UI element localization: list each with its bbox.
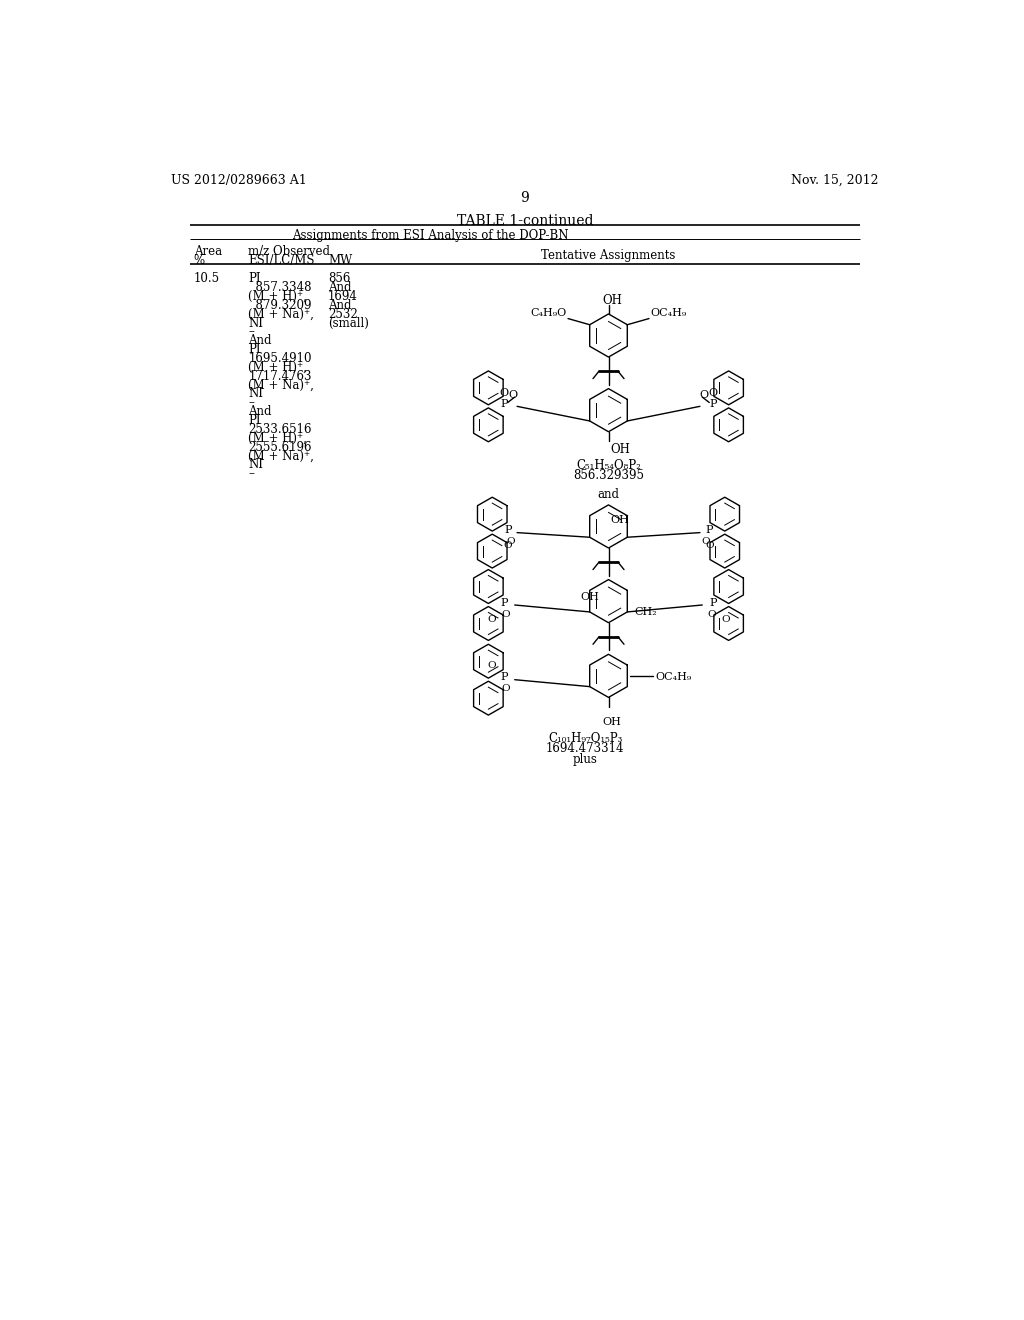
Text: O: O bbox=[507, 537, 515, 546]
Text: OC₄H₉: OC₄H₉ bbox=[655, 672, 691, 682]
Text: MW: MW bbox=[328, 253, 352, 267]
Text: 9: 9 bbox=[520, 191, 529, 205]
Text: C₄H₉O: C₄H₉O bbox=[530, 308, 566, 318]
Text: (M + Na)⁺,: (M + Na)⁺, bbox=[248, 379, 314, 392]
Text: P: P bbox=[500, 399, 508, 409]
Text: And: And bbox=[248, 405, 271, 418]
Text: OH: OH bbox=[581, 591, 599, 602]
Text: CH₂: CH₂ bbox=[634, 607, 656, 618]
Text: 1717.4763: 1717.4763 bbox=[248, 370, 311, 383]
Text: PI: PI bbox=[248, 272, 261, 285]
Text: Assignments from ESI Analysis of the DOP-BN: Assignments from ESI Analysis of the DOP… bbox=[292, 230, 568, 243]
Text: (M + H)⁺,: (M + H)⁺, bbox=[248, 290, 307, 304]
Text: 856.329395: 856.329395 bbox=[573, 469, 644, 482]
Text: O: O bbox=[721, 615, 730, 624]
Text: 2532: 2532 bbox=[328, 308, 357, 321]
Text: O: O bbox=[487, 615, 496, 624]
Text: P: P bbox=[710, 399, 717, 409]
Text: –: – bbox=[248, 396, 254, 409]
Text: O: O bbox=[501, 610, 510, 619]
Text: O: O bbox=[709, 388, 718, 399]
Text: (M + H)⁺,: (M + H)⁺, bbox=[248, 360, 307, 374]
Text: NI: NI bbox=[248, 317, 263, 330]
Text: 1694.473314: 1694.473314 bbox=[546, 742, 625, 755]
Text: O: O bbox=[509, 389, 518, 400]
Text: P: P bbox=[500, 598, 508, 607]
Text: O: O bbox=[500, 388, 509, 399]
Text: 10.5: 10.5 bbox=[194, 272, 220, 285]
Text: OH: OH bbox=[602, 294, 623, 308]
Text: O: O bbox=[501, 685, 510, 693]
Text: plus: plus bbox=[572, 752, 598, 766]
Text: NI: NI bbox=[248, 458, 263, 471]
Text: And: And bbox=[328, 298, 351, 312]
Text: O: O bbox=[708, 610, 716, 619]
Text: 879.3209: 879.3209 bbox=[248, 298, 311, 312]
Text: 1695.4910: 1695.4910 bbox=[248, 352, 311, 366]
Text: PI: PI bbox=[248, 343, 261, 356]
Text: (small): (small) bbox=[328, 317, 369, 330]
Text: Nov. 15, 2012: Nov. 15, 2012 bbox=[792, 174, 879, 187]
Text: And: And bbox=[328, 281, 351, 294]
Text: m/z Observed: m/z Observed bbox=[248, 244, 330, 257]
Text: 857.3348: 857.3348 bbox=[248, 281, 311, 294]
Text: and: and bbox=[597, 488, 620, 502]
Text: P: P bbox=[500, 672, 508, 682]
Text: –: – bbox=[248, 326, 254, 338]
Text: O: O bbox=[701, 537, 711, 546]
Text: P: P bbox=[710, 598, 717, 607]
Text: Tentative Assignments: Tentative Assignments bbox=[542, 249, 676, 263]
Text: C₁₀₁H₉₇O₁₅P₃: C₁₀₁H₉₇O₁₅P₃ bbox=[548, 733, 623, 744]
Text: –: – bbox=[248, 467, 254, 480]
Text: 2555.6196: 2555.6196 bbox=[248, 441, 311, 454]
Text: Area: Area bbox=[194, 244, 222, 257]
Text: ESI/LC/MS: ESI/LC/MS bbox=[248, 253, 314, 267]
Text: 856: 856 bbox=[328, 272, 350, 285]
Text: PI: PI bbox=[248, 414, 261, 428]
Text: TABLE 1-continued: TABLE 1-continued bbox=[457, 214, 593, 228]
Text: NI: NI bbox=[248, 388, 263, 400]
Text: %: % bbox=[194, 253, 205, 267]
Text: O: O bbox=[705, 541, 714, 550]
Text: 2533.6516: 2533.6516 bbox=[248, 422, 311, 436]
Text: And: And bbox=[248, 334, 271, 347]
Text: P: P bbox=[706, 525, 713, 536]
Text: OH: OH bbox=[611, 515, 630, 525]
Text: (M + Na)⁺,: (M + Na)⁺, bbox=[248, 449, 314, 462]
Text: O: O bbox=[699, 389, 709, 400]
Text: OC₄H₉: OC₄H₉ bbox=[650, 308, 687, 318]
Text: 1694: 1694 bbox=[328, 290, 357, 304]
Text: OH: OH bbox=[611, 442, 631, 455]
Text: (M + H)⁺,: (M + H)⁺, bbox=[248, 432, 307, 445]
Text: O: O bbox=[487, 660, 496, 669]
Text: (M + Na)⁺,: (M + Na)⁺, bbox=[248, 308, 314, 321]
Text: C₅₁H₅₄O₈P₂: C₅₁H₅₄O₈P₂ bbox=[577, 459, 641, 471]
Text: OH: OH bbox=[602, 718, 622, 727]
Text: US 2012/0289663 A1: US 2012/0289663 A1 bbox=[171, 174, 306, 187]
Text: P: P bbox=[504, 525, 512, 536]
Text: O: O bbox=[504, 541, 512, 550]
